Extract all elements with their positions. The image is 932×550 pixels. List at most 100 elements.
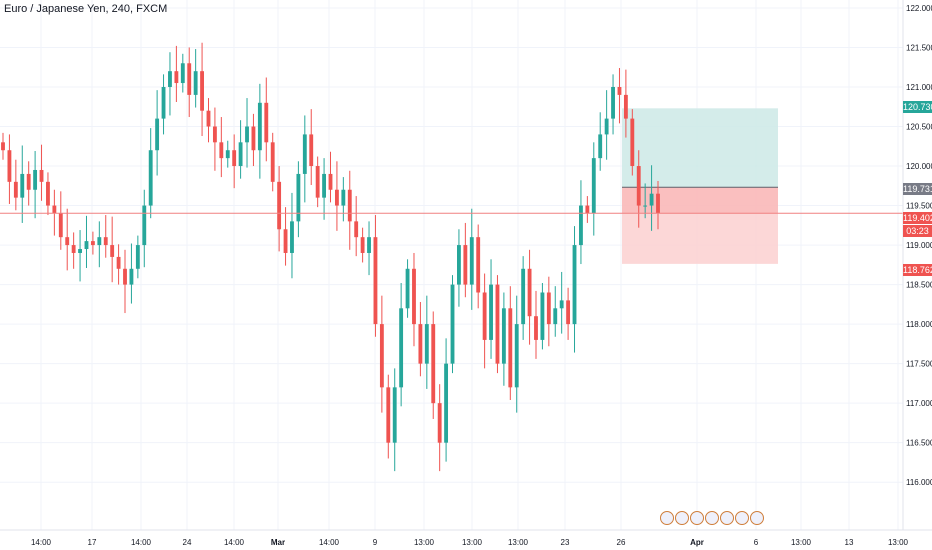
candle-body (58, 213, 63, 238)
candle-body (251, 126, 256, 151)
x-tick-label: 14:00 (131, 538, 152, 547)
candle-body (225, 150, 230, 159)
candle-body (656, 193, 660, 214)
candle-body (129, 268, 134, 285)
event-flag-icon[interactable] (735, 511, 749, 525)
candle-body (103, 237, 108, 246)
candle-body (97, 237, 102, 246)
candle-body (611, 86, 615, 119)
candle-body (148, 150, 153, 206)
candle-body (431, 324, 436, 404)
candle-body (13, 181, 18, 198)
candle-body (354, 221, 359, 238)
event-flag-icon[interactable] (660, 511, 674, 525)
candle-body (534, 316, 538, 340)
candle-body (270, 142, 275, 182)
candle-body (521, 268, 526, 325)
candle-body (412, 268, 416, 325)
candle-body (399, 308, 404, 388)
candle-body (71, 245, 76, 253)
y-tick-label: 119.000 (906, 241, 932, 250)
x-tick-label: 13:00 (791, 538, 812, 547)
candle-body (546, 292, 551, 325)
grid (0, 0, 903, 530)
x-tick-label: 9 (373, 538, 378, 547)
x-tick-label: Apr (690, 538, 704, 547)
candle-body (623, 94, 628, 119)
candle-body (386, 387, 391, 443)
candle-body (161, 86, 166, 119)
candle-body (501, 308, 506, 364)
event-flag-icon[interactable] (750, 511, 764, 525)
y-tick-label: 119.500 (906, 202, 932, 211)
candle-body (514, 324, 519, 388)
candle-body (463, 245, 468, 285)
candle-body (379, 324, 384, 388)
candle-body (52, 205, 57, 214)
stop-price-tag: 118.762 (903, 264, 932, 276)
candle-body (257, 102, 262, 151)
x-tick-label: 13:00 (888, 538, 909, 547)
y-tick-label: 116.500 (906, 439, 932, 448)
candle-body (566, 300, 571, 325)
candle-body (559, 300, 564, 309)
countdown-tag: 03:23 (903, 225, 932, 237)
candle-body (617, 86, 622, 95)
profit-zone (622, 108, 778, 188)
time-axis[interactable]: 14:00 17 14:00 24 14:00 Mar 14:00 9 13:00 13:00 13… (31, 538, 909, 547)
candle-body (424, 324, 429, 364)
candle-body (206, 110, 211, 127)
candle-body (180, 63, 185, 84)
candle-body (444, 363, 449, 443)
candle-body (78, 249, 82, 253)
chart-title: Euro / Japanese Yen, 240, FXCM (4, 3, 168, 15)
candle-body (193, 71, 198, 95)
candle-body (489, 284, 493, 340)
candle-body (630, 118, 635, 167)
candle-body (245, 126, 249, 143)
candle-body (392, 387, 397, 443)
y-tick-label: 117.000 (906, 399, 932, 408)
candle-body (315, 166, 320, 198)
x-tick-label: 17 (88, 538, 97, 547)
y-tick-label: 121.000 (906, 83, 932, 92)
candle-body (572, 245, 577, 325)
candle-body (457, 245, 461, 285)
candle-body (187, 63, 192, 95)
price-axis[interactable]: 122.000 121.500 121.000 120.500 120.000 119.5… (906, 4, 932, 487)
candle-body (341, 189, 346, 206)
event-flag-icon[interactable] (675, 511, 689, 525)
candle-body (360, 237, 365, 253)
x-tick-label: 26 (617, 538, 626, 547)
candle-body (212, 126, 217, 143)
candle-body (290, 221, 294, 253)
candle-body (155, 118, 160, 151)
candle-body (373, 237, 378, 325)
candle-body (649, 193, 654, 206)
y-tick-label: 120.500 (906, 123, 932, 132)
candle-body (367, 237, 371, 253)
event-flag-icon[interactable] (690, 511, 704, 525)
loss-zone (622, 213, 778, 264)
x-tick-label: 13:00 (462, 538, 483, 547)
economic-events[interactable] (660, 511, 764, 529)
candle-body (110, 245, 115, 257)
candle-body (142, 205, 147, 246)
last-price-tag: 119.402 (903, 212, 932, 224)
candle-body (168, 71, 172, 87)
candle-body (33, 169, 38, 190)
candle-body (238, 142, 243, 167)
candle-body (116, 256, 121, 269)
event-flag-icon[interactable] (705, 511, 719, 525)
y-tick-label: 120.000 (906, 162, 932, 171)
candle-body (123, 268, 127, 285)
x-tick-label: 14:00 (224, 538, 245, 547)
y-tick-label: 121.500 (906, 43, 932, 52)
candle-body (65, 237, 70, 246)
candle-body (296, 173, 301, 222)
x-tick-label: 13:00 (508, 538, 529, 547)
event-flag-icon[interactable] (720, 511, 734, 525)
y-tick-label: 122.000 (906, 4, 932, 13)
candle-body (553, 308, 558, 325)
